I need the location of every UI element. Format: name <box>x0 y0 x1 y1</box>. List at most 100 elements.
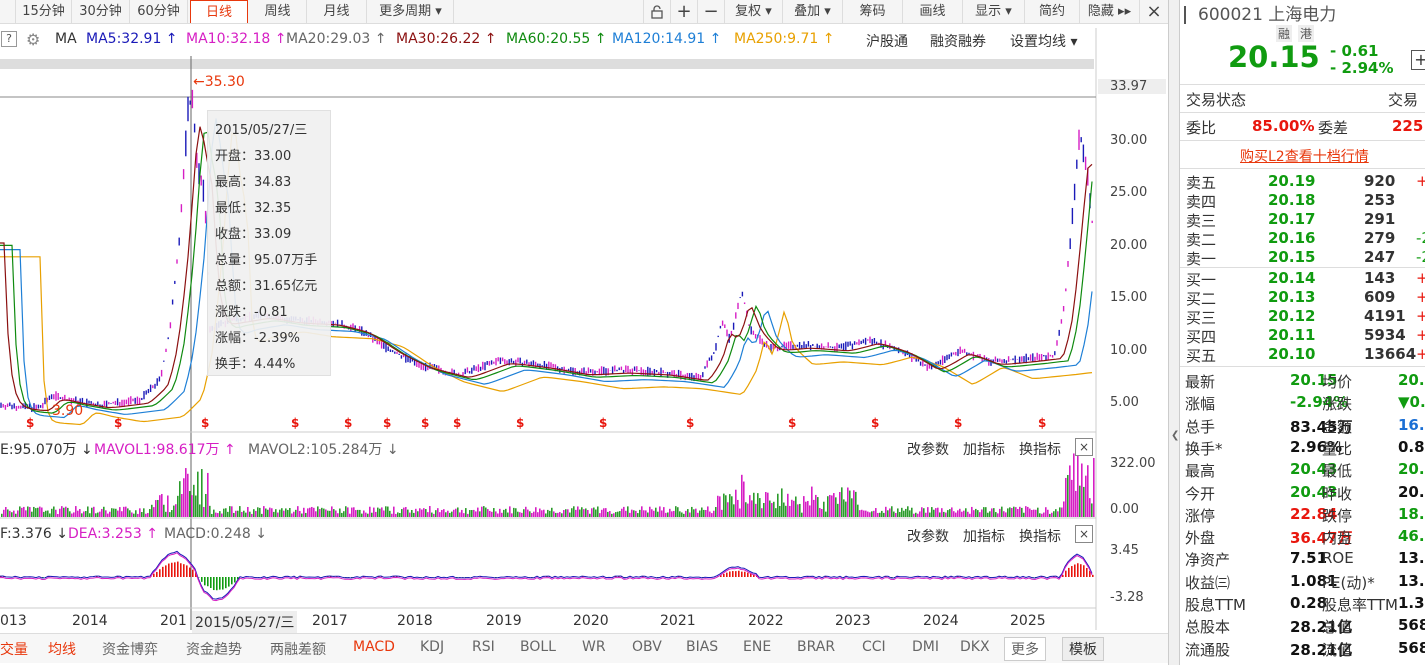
tab-ma[interactable]: 均线 <box>48 642 76 658</box>
volume-bar <box>435 510 437 517</box>
dividend-marker[interactable]: $ <box>686 416 694 430</box>
volume-bar <box>171 510 173 517</box>
tab-brar[interactable]: BRAR <box>797 639 836 655</box>
volume-bar <box>543 509 545 517</box>
dividend-marker[interactable]: $ <box>453 416 461 430</box>
collapse-arrow-icon[interactable]: ❮ <box>1171 430 1180 441</box>
tab-dmi[interactable]: DMI <box>912 639 939 655</box>
period-more[interactable]: 更多周期 ▾ <box>368 0 454 23</box>
volume-bar <box>413 512 415 517</box>
period-60min[interactable]: 60分钟 <box>130 0 188 23</box>
l2-quote-link[interactable]: 购买L2查看十档行情 <box>1240 149 1369 165</box>
ask-label: 卖四 <box>1186 193 1217 211</box>
dividend-marker[interactable]: $ <box>516 416 524 430</box>
adjust-button[interactable]: 复权 ▾ <box>724 0 782 23</box>
set-ma-link[interactable]: 设置均线 ▾ <box>1010 34 1078 50</box>
volume-bar <box>525 506 527 517</box>
price-axis-tick: 15.00 <box>1110 290 1148 305</box>
volume-bar <box>461 509 463 517</box>
dividend-marker[interactable]: $ <box>291 416 299 430</box>
stat-label: 跌停 <box>1322 506 1353 525</box>
tab-ene[interactable]: ENE <box>743 639 772 655</box>
hk-connect-link[interactable]: 沪股通 <box>866 34 908 50</box>
tab-kdj[interactable]: KDJ <box>420 639 445 655</box>
tab-fund-game[interactable]: 资金博弈 <box>102 642 158 658</box>
volume-bar <box>751 500 753 517</box>
tab-obv[interactable]: OBV <box>632 639 662 655</box>
help-icon[interactable]: ? <box>1 31 17 47</box>
gear-icon[interactable]: ⚙ <box>26 30 41 49</box>
volume-bar <box>1007 508 1009 517</box>
period-monthly[interactable]: 月线 <box>307 0 367 23</box>
overlay-button[interactable]: 叠加 ▾ <box>782 0 842 23</box>
hide-button[interactable]: 隐藏 ▸▸ <box>1079 0 1139 23</box>
close-icon[interactable]: × <box>1139 0 1168 23</box>
tab-macd[interactable]: MACD <box>353 639 395 655</box>
dividend-marker[interactable]: $ <box>871 416 879 430</box>
book-change: +1 <box>1416 269 1425 287</box>
volume-bar <box>959 508 961 517</box>
volume-bar <box>545 513 547 517</box>
volume-bar <box>851 498 853 517</box>
volume-params-button[interactable]: 改参数 <box>907 442 949 457</box>
volume-bar <box>819 507 821 517</box>
volume-switch-indicator-button[interactable]: 换指标 <box>1019 442 1061 457</box>
volume-bar <box>537 512 539 517</box>
dividend-marker[interactable]: $ <box>201 416 209 430</box>
dividend-marker[interactable]: $ <box>1038 416 1046 430</box>
dividend-marker[interactable]: $ <box>788 416 796 430</box>
macd-switch-indicator-button[interactable]: 换指标 <box>1019 529 1061 544</box>
zoom-in-icon[interactable]: + <box>670 0 697 23</box>
simple-button[interactable]: 简约 <box>1024 0 1079 23</box>
volume-bar <box>291 513 293 517</box>
add-watchlist-button[interactable]: + <box>1411 50 1425 70</box>
period-daily[interactable]: 日线 <box>190 0 248 23</box>
tab-dkx[interactable]: DKX <box>960 639 990 655</box>
tab-bias[interactable]: BIAS <box>686 639 719 655</box>
volume-bar <box>329 510 331 517</box>
tab-cci[interactable]: CCI <box>862 639 886 655</box>
dividend-marker[interactable]: $ <box>26 416 34 430</box>
volume-bar <box>115 508 117 517</box>
volume-bar <box>957 510 959 517</box>
macd-params-button[interactable]: 改参数 <box>907 529 949 544</box>
volume-add-indicator-button[interactable]: 加指标 <box>963 442 1005 457</box>
overview-strip[interactable] <box>0 59 1094 69</box>
lock-icon[interactable] <box>643 0 670 23</box>
volume-bar <box>445 512 447 517</box>
tab-rsi[interactable]: RSI <box>472 639 495 655</box>
macd-add-indicator-button[interactable]: 加指标 <box>963 529 1005 544</box>
tab-more[interactable]: 更多 <box>1004 637 1046 661</box>
macd-close-icon[interactable]: × <box>1075 525 1093 543</box>
tab-wr[interactable]: WR <box>582 639 606 655</box>
tab-boll[interactable]: BOLL <box>520 639 556 655</box>
volume-bar <box>213 509 215 517</box>
dividend-marker[interactable]: $ <box>383 416 391 430</box>
dividend-marker[interactable]: $ <box>954 416 962 430</box>
dividend-marker[interactable]: $ <box>344 416 352 430</box>
dividend-marker[interactable]: $ <box>599 416 607 430</box>
price-axis-tick: 25.00 <box>1110 185 1148 200</box>
dividend-marker[interactable]: $ <box>114 416 122 430</box>
margin-trading-link[interactable]: 融资融券 <box>930 34 986 50</box>
period-15min[interactable]: 15分钟 <box>16 0 72 23</box>
stat-label: 总股本 <box>1185 618 1231 637</box>
display-button[interactable]: 显示 ▾ <box>962 0 1024 23</box>
period-30min[interactable]: 30分钟 <box>72 0 130 23</box>
volume-close-icon[interactable]: × <box>1075 438 1093 456</box>
tab-fund-trend[interactable]: 资金趋势 <box>186 642 242 658</box>
dividend-marker[interactable]: $ <box>421 416 429 430</box>
period-weekly[interactable]: 周线 <box>249 0 307 23</box>
volume-bar <box>37 507 39 517</box>
zoom-out-icon[interactable]: − <box>697 0 724 23</box>
stat-label: 量比 <box>1322 439 1353 458</box>
tab-margin-diff[interactable]: 两融差额 <box>270 642 326 658</box>
volume-bar <box>1 513 3 517</box>
tab-volume[interactable]: 交量 <box>0 642 28 658</box>
chips-button[interactable]: 筹码 <box>842 0 902 23</box>
tab-template[interactable]: 模板 <box>1062 637 1104 661</box>
stat-value: 13.9 <box>1398 571 1425 590</box>
draw-line-button[interactable]: 画线 <box>902 0 962 23</box>
macd-bar <box>162 566 164 577</box>
panel-splitter[interactable]: ❮ <box>1168 0 1180 665</box>
